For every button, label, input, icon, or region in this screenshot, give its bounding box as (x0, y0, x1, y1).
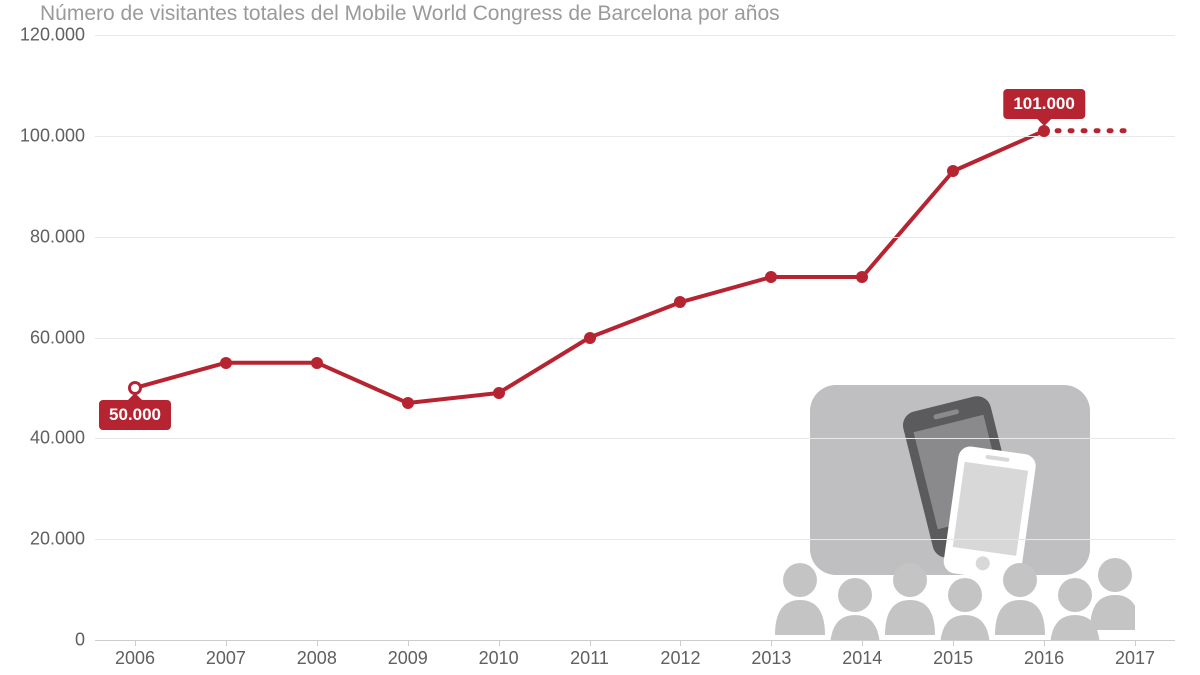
gridline (95, 136, 1175, 137)
x-axis-label: 2017 (1115, 648, 1155, 669)
x-tick (317, 640, 318, 646)
y-axis-label: 40.000 (30, 428, 85, 449)
data-marker (765, 271, 777, 283)
x-axis-label: 2012 (660, 648, 700, 669)
data-marker (947, 165, 959, 177)
data-marker (402, 397, 414, 409)
data-line-solid (135, 131, 1044, 403)
data-marker (493, 387, 505, 399)
plot-area: 020.00040.00060.00080.000100.000120.0002… (95, 35, 1175, 640)
gridline (95, 237, 1175, 238)
y-axis-label: 80.000 (30, 226, 85, 247)
data-marker (311, 357, 323, 369)
x-tick (226, 640, 227, 646)
y-axis-label: 60.000 (30, 327, 85, 348)
value-callout: 50.000 (99, 400, 171, 430)
x-tick (499, 640, 500, 646)
x-axis-label: 2010 (479, 648, 519, 669)
x-tick (408, 640, 409, 646)
x-axis-label: 2015 (933, 648, 973, 669)
gridline (95, 338, 1175, 339)
data-marker (584, 332, 596, 344)
x-axis-label: 2011 (570, 648, 609, 669)
x-axis-label: 2006 (115, 648, 155, 669)
y-axis-label: 100.000 (20, 125, 85, 146)
x-tick (1044, 640, 1045, 646)
data-marker (674, 296, 686, 308)
gridline (95, 640, 1175, 641)
data-marker (220, 357, 232, 369)
x-tick (590, 640, 591, 646)
x-axis-label: 2009 (388, 648, 428, 669)
x-tick (680, 640, 681, 646)
x-axis-label: 2013 (751, 648, 791, 669)
data-marker (1038, 125, 1050, 137)
data-marker (856, 271, 868, 283)
y-axis-label: 20.000 (30, 529, 85, 550)
x-tick (953, 640, 954, 646)
y-axis-label: 0 (75, 630, 85, 651)
y-axis-label: 120.000 (20, 25, 85, 46)
x-axis-label: 2014 (842, 648, 882, 669)
x-axis-label: 2007 (206, 648, 246, 669)
x-tick (771, 640, 772, 646)
chart-container: Número de visitantes totales del Mobile … (0, 0, 1200, 675)
value-callout: 101.000 (1003, 89, 1084, 119)
gridline (95, 539, 1175, 540)
x-tick (1135, 640, 1136, 646)
x-tick (135, 640, 136, 646)
gridline (95, 438, 1175, 439)
x-tick (862, 640, 863, 646)
x-axis-label: 2008 (297, 648, 337, 669)
chart-title: Número de visitantes totales del Mobile … (40, 2, 780, 26)
x-axis-label: 2016 (1024, 648, 1064, 669)
gridline (95, 35, 1175, 36)
